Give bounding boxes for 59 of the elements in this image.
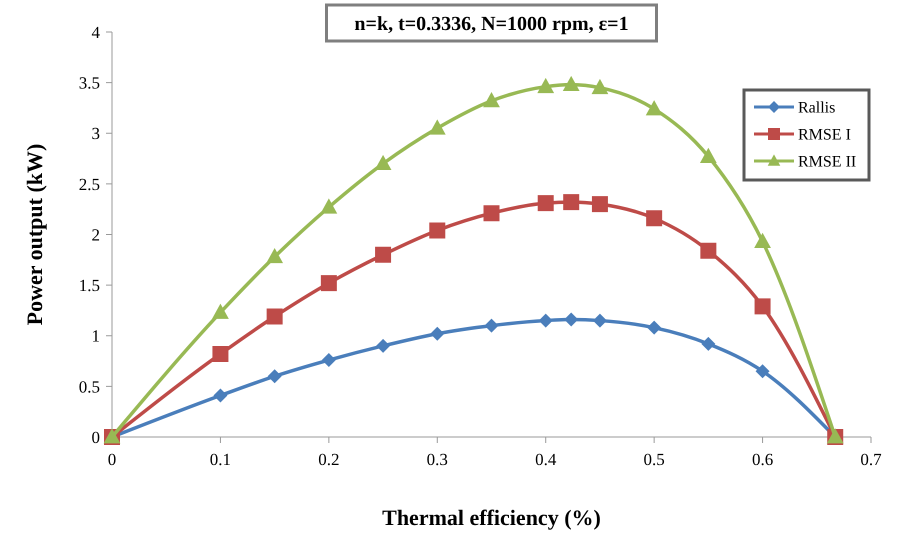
x-tick-label: 0.5 (644, 450, 665, 469)
point (212, 346, 228, 362)
point (646, 210, 662, 226)
x-tick-label: 0 (108, 450, 116, 469)
point (213, 388, 228, 402)
point (376, 338, 390, 353)
point (592, 78, 608, 94)
x-axis-title: Thermal efficiency (%) (382, 505, 601, 530)
x-tick-label: 0.3 (426, 450, 448, 469)
y-tick-label: 3 (92, 124, 100, 144)
y-tick-label: 0.5 (78, 377, 100, 396)
point (484, 318, 498, 333)
point (564, 312, 578, 327)
point (537, 78, 554, 94)
point (647, 320, 662, 335)
y-tick-label: 0 (92, 428, 100, 447)
chart-title: n=k, t=0.3336, N=1000 rpm, ε=1 (354, 13, 629, 35)
legend-label: Rallis (798, 100, 836, 117)
point (563, 194, 580, 210)
point (646, 100, 663, 116)
point (268, 369, 282, 384)
point (374, 154, 392, 170)
point (266, 308, 283, 325)
x-tick-label: 0.2 (318, 450, 340, 469)
point (266, 248, 284, 264)
point (700, 148, 717, 163)
x-tick-label: 0.6 (752, 450, 774, 469)
point (212, 304, 229, 319)
legend-label: RMSE II (798, 154, 856, 171)
point (562, 76, 580, 92)
y-tick-label: 1 (92, 326, 100, 346)
point (429, 222, 446, 238)
y-tick-label: 3.5 (78, 74, 100, 93)
x-tick-label: 0.1 (210, 450, 232, 469)
y-tick-label: 2.5 (78, 174, 100, 194)
y-tick-label: 2 (92, 225, 100, 244)
point (483, 92, 500, 108)
point (320, 275, 337, 292)
point (430, 326, 444, 341)
point (701, 336, 716, 351)
y-axis-title: Power output (kW) (22, 144, 47, 326)
point (375, 246, 392, 263)
point (756, 364, 770, 378)
point (754, 298, 771, 314)
point (592, 196, 608, 212)
point (700, 242, 716, 259)
legend-label: RMSE I (798, 126, 851, 144)
point (428, 119, 446, 135)
y-tick-label: 4 (92, 22, 100, 42)
point (320, 198, 338, 214)
point (754, 232, 771, 248)
point (592, 314, 607, 328)
point (322, 353, 336, 368)
point (484, 205, 500, 222)
y-tick-label: 1.5 (78, 276, 100, 296)
point (538, 195, 554, 212)
x-tick-label: 0.4 (535, 450, 557, 469)
point (538, 314, 553, 328)
x-tick-label: 0.7 (860, 450, 882, 469)
